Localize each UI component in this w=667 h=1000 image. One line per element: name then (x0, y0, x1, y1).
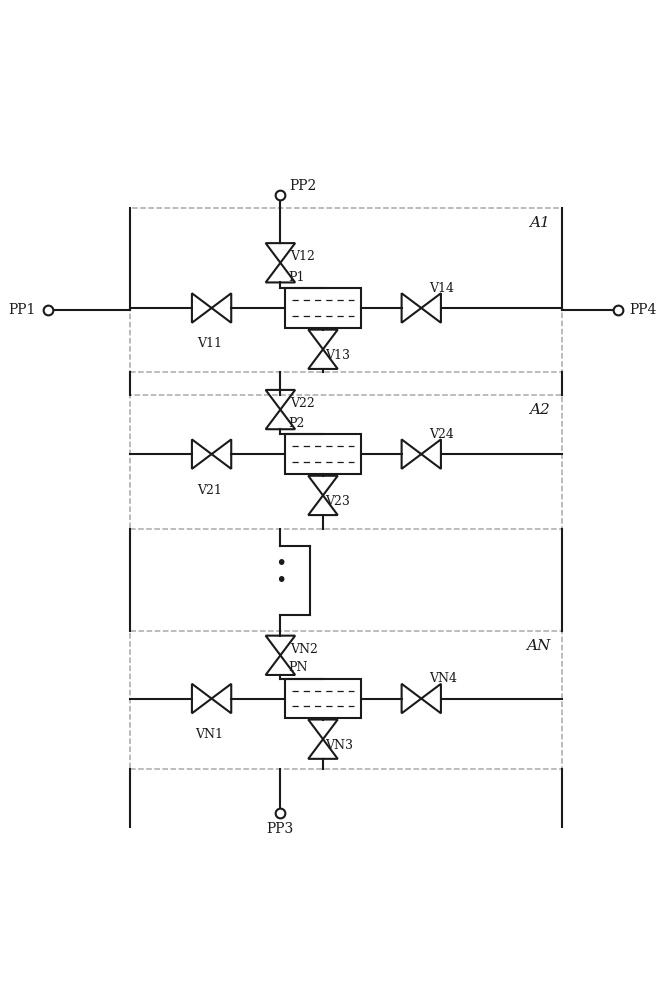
Text: V11: V11 (197, 337, 222, 350)
Text: AN: AN (526, 639, 550, 653)
Text: V13: V13 (325, 349, 350, 362)
Text: VN1: VN1 (195, 728, 223, 741)
Text: VN3: VN3 (325, 739, 353, 752)
Bar (129, 631, 562, 769)
Bar (285, 434, 361, 474)
Bar (129, 395, 562, 529)
Text: •: • (275, 571, 286, 590)
Text: PP2: PP2 (289, 179, 317, 193)
Bar (129, 208, 562, 372)
Text: V24: V24 (429, 428, 454, 441)
Bar (285, 288, 361, 328)
Text: P1: P1 (289, 271, 305, 284)
Text: V14: V14 (429, 282, 454, 295)
Text: V22: V22 (290, 397, 315, 410)
Text: PP4: PP4 (630, 303, 657, 317)
Bar (285, 679, 361, 718)
Text: •: • (275, 554, 286, 573)
Text: VN2: VN2 (290, 643, 318, 656)
Text: PN: PN (289, 661, 308, 674)
Text: P2: P2 (289, 417, 305, 430)
Text: PP1: PP1 (9, 303, 36, 317)
Text: PP3: PP3 (267, 822, 294, 836)
Text: V12: V12 (290, 250, 315, 263)
Text: A2: A2 (530, 403, 550, 417)
Text: VN4: VN4 (429, 672, 457, 685)
Text: V21: V21 (197, 484, 222, 497)
Text: A1: A1 (530, 216, 550, 230)
Text: V23: V23 (325, 495, 350, 508)
